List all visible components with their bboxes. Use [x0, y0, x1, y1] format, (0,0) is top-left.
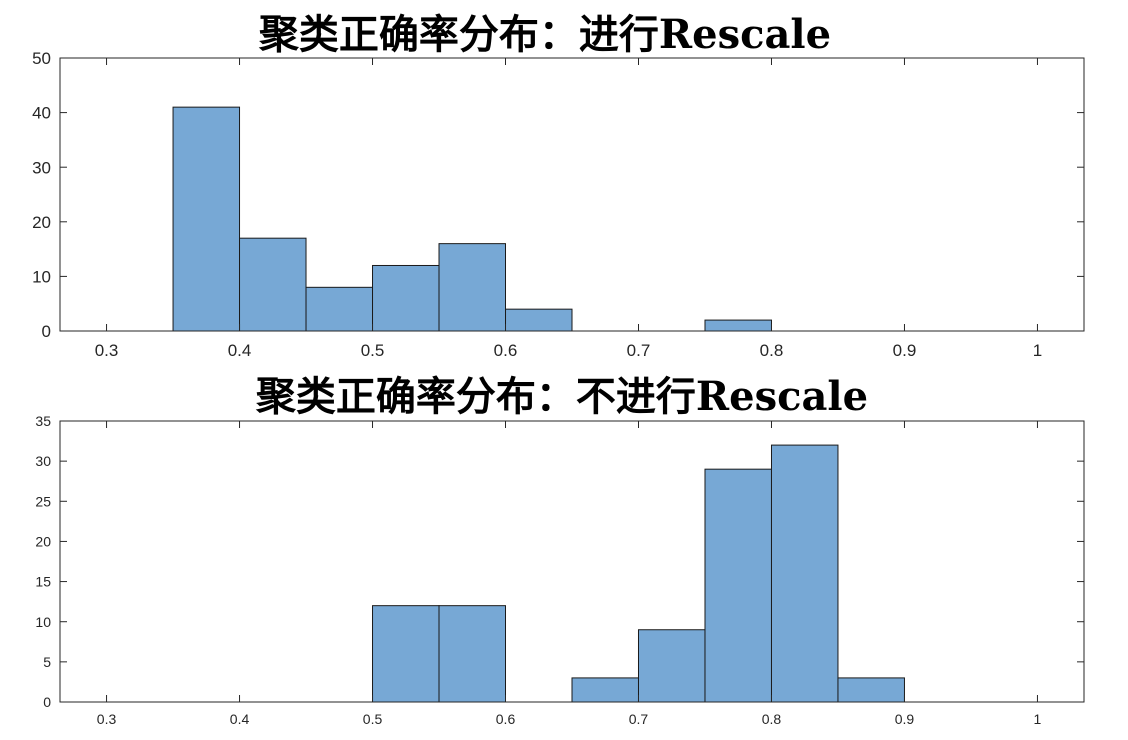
bars [372, 444, 905, 703]
histogram-bar [505, 308, 573, 332]
x-tick-label: 0.7 [627, 341, 651, 360]
x-tick-label: 0.6 [496, 711, 516, 727]
x-tick-label: 0.5 [361, 341, 385, 360]
histogram-bar [438, 605, 507, 703]
y-tick-label: 35 [35, 413, 51, 429]
histogram-bar [770, 444, 839, 703]
plot-frame [59, 420, 1085, 703]
chart-title: 聚类正确率分布：进行Rescale [258, 11, 831, 58]
histogram-bar [637, 629, 706, 703]
y-tick-label: 20 [32, 213, 51, 232]
histogram-bar [239, 237, 307, 332]
bars [172, 106, 772, 332]
y-tick-label: 20 [35, 533, 51, 549]
x-tick-label: 0.3 [95, 341, 119, 360]
histogram-rescale: 聚类正确率分布：进行Rescale 0.3 0.4 0.5 0.6 0.7 0.8 0.9 1… [32, 11, 1085, 360]
x-tick-label: 1 [1033, 341, 1042, 360]
y-tick-label: 15 [35, 574, 51, 590]
histogram-bar [704, 319, 772, 332]
plot-area [59, 420, 1085, 703]
histogram-bar [438, 243, 507, 332]
histogram-bar [372, 264, 440, 332]
y-tick-label: 10 [32, 268, 51, 287]
x-tick-label: 0.7 [629, 711, 649, 727]
histogram-no-rescale: 聚类正确率分布：不进行Rescale 0.3 0.4 0.5 0.6 0.7 0.8 0.9… [35, 373, 1085, 727]
x-tick-label: 0.3 [97, 711, 117, 727]
histogram-bar [837, 677, 905, 703]
y-tick-label: 30 [35, 453, 51, 469]
x-tick-label: 0.5 [363, 711, 383, 727]
y-tick-label: 10 [35, 614, 51, 630]
histogram-bar [172, 106, 241, 332]
histogram-bar [372, 605, 440, 703]
x-tick-label: 0.4 [230, 711, 250, 727]
y-tick-label: 5 [43, 654, 51, 670]
chart-title: 聚类正确率分布：不进行Rescale [255, 373, 868, 420]
y-tick-label: 40 [32, 104, 51, 123]
x-tick-label: 0.8 [762, 711, 782, 727]
y-tick-label: 30 [32, 158, 51, 177]
y-tick-label: 50 [32, 49, 51, 68]
x-tick-label: 0.9 [895, 711, 915, 727]
x-tick-label: 0.6 [494, 341, 518, 360]
x-tick-label: 0.9 [893, 341, 917, 360]
histogram-bar [704, 468, 772, 703]
x-tick-label: 0.4 [228, 341, 252, 360]
x-tick-label: 1 [1034, 711, 1042, 727]
y-tick-label: 0 [43, 694, 51, 710]
plot-frame [59, 57, 1085, 332]
x-tick-label: 0.8 [760, 341, 784, 360]
histogram-bar [305, 286, 374, 332]
y-tick-label: 0 [42, 322, 51, 341]
y-tick-label: 25 [35, 493, 51, 509]
histogram-bar [571, 677, 639, 703]
